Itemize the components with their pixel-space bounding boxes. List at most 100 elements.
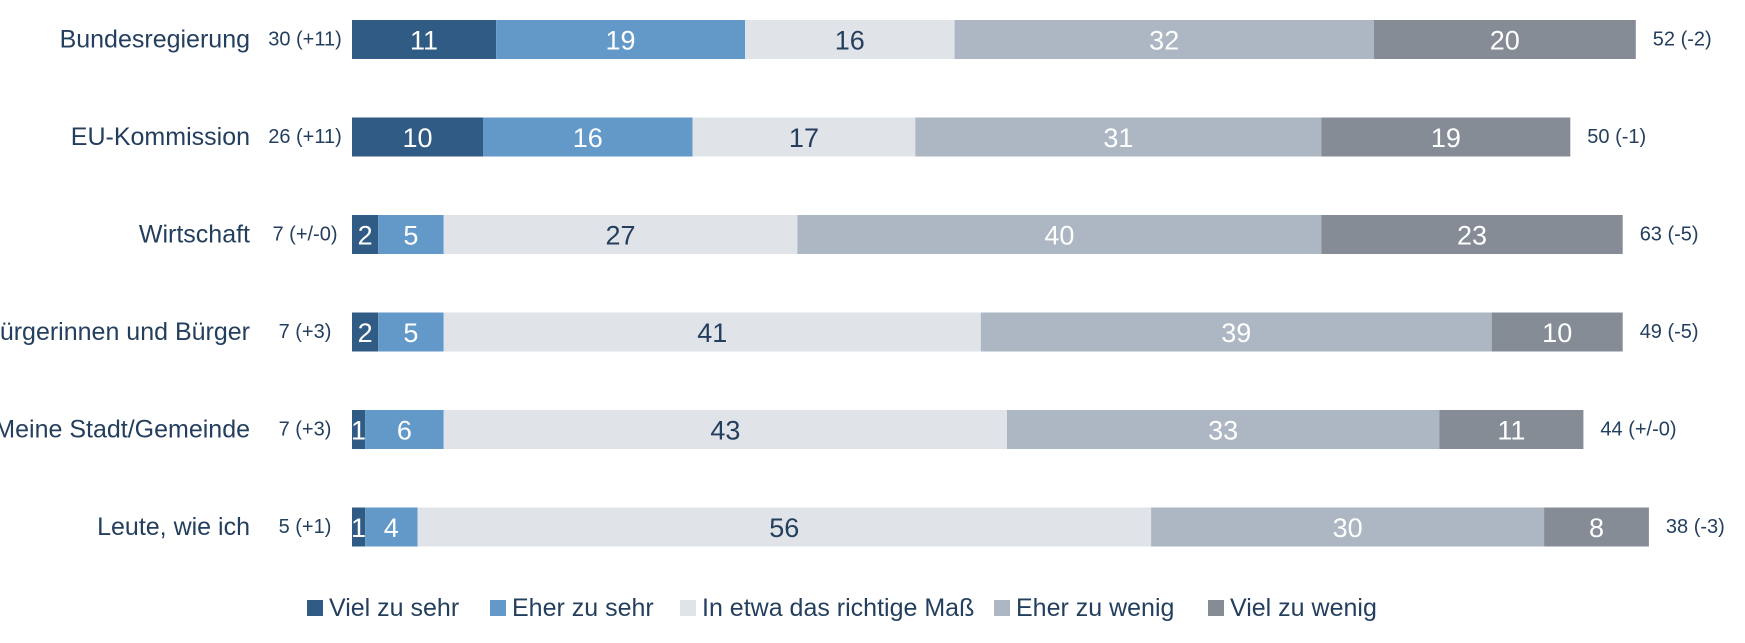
right-total-label: 49 (-5) [1640,321,1699,343]
category-label: Wirtschaft [139,221,250,249]
segment-value-label: 6 [397,416,412,446]
segment-value-label: 16 [835,26,865,56]
legend-swatch [307,600,323,616]
legend-label: Eher zu wenig [1016,594,1174,622]
bar-segment [1439,410,1584,449]
segment-value-label: 2 [358,221,373,251]
legend-swatch [680,600,696,616]
segment-value-label: 19 [1431,123,1461,153]
bar-row: EU-Kommission 26 (+11) 10 16 17 31 19 50 (-1) [71,117,1646,157]
segment-value-label: 2 [358,318,373,348]
bar-segment [443,312,981,352]
legend-item: Viel zu wenig [1208,594,1377,622]
bar-segment [352,215,379,254]
bar-segment [417,507,1152,547]
segment-value-label: 32 [1149,26,1179,56]
bar-segment [1544,507,1649,547]
legend-item: Eher zu sehr [490,594,654,622]
segment-value-label: 17 [789,123,819,153]
right-total-label: 44 (+/-0) [1600,419,1676,441]
segment-value-label: 5 [403,221,418,251]
segment-value-label: 23 [1457,221,1487,251]
segment-value-label: 27 [606,221,636,251]
segment-value-label: 8 [1589,513,1604,543]
segment-value-label: 11 [1497,416,1525,446]
left-total-label: 7 (+3) [279,321,332,343]
bar-segment [378,215,444,254]
right-total-label: 50 (-1) [1587,126,1646,148]
segment-value-label: 1 [351,513,366,543]
bar-segment [1321,215,1623,254]
segment-value-label: 31 [1103,123,1133,153]
bar-segment [352,117,483,157]
segment-value-label: 1 [351,416,366,446]
category-label: Meine Stadt/Gemeinde [0,416,250,444]
bar-row: Leute, wie ich 5 (+1) 1 4 56 30 8 38 (-3) [97,507,1725,547]
bar-segment [365,410,444,449]
bar-row: Bundesregierung 30 (+11) 11 19 16 32 20 52 (-2) [60,20,1712,59]
bar-segment [365,507,418,547]
segment-value-label: 16 [573,123,603,153]
left-total-label: 7 (+3) [279,419,332,441]
bar-row: Wirtschaft 7 (+/-0) 2 5 27 40 23 63 (-5) [139,215,1699,254]
segment-value-label: 41 [697,318,727,348]
legend-label: Viel zu wenig [1230,594,1377,622]
category-label: Bürgerinnen und Bürger [0,318,250,346]
right-total-label: 63 (-5) [1640,224,1699,246]
segment-value-label: 33 [1208,416,1238,446]
bar-segment [352,20,497,59]
chart-rows: Bundesregierung 30 (+11) 11 19 16 32 20 52 (-2)… [0,20,1725,547]
bar-segment [1321,117,1571,157]
bar-segment [980,312,1492,352]
legend-label: In etwa das richtige Maß [702,594,974,622]
bar-segment [496,20,745,59]
segment-value-label: 11 [410,26,438,56]
segment-value-label: 40 [1044,221,1074,251]
segment-value-label: 19 [606,26,636,56]
bar-segment [352,312,379,352]
bar-segment [692,117,916,157]
legend-item: Eher zu wenig [994,594,1174,622]
right-total-label: 38 (-3) [1666,516,1725,538]
bar-segment [745,20,955,59]
left-total-label: 30 (+11) [268,29,342,51]
bar-segment [352,507,366,547]
bar-segment [1491,312,1623,352]
legend-swatch [490,600,506,616]
legend-swatch [994,600,1010,616]
bar-segment [1007,410,1440,449]
bar-row: Meine Stadt/Gemeinde 7 (+3) 1 6 43 33 11 44 (+/… [0,410,1677,449]
segment-value-label: 39 [1221,318,1251,348]
category-label: Leute, wie ich [97,513,250,541]
left-total-label: 26 (+11) [268,126,342,148]
chart-legend: Viel zu sehr Eher zu sehr In etwa das rich… [307,594,1377,622]
legend-label: Eher zu sehr [512,594,654,622]
bar-segment [1373,20,1636,59]
bar-segment [915,117,1322,157]
segment-value-label: 56 [769,513,799,543]
segment-value-label: 20 [1490,26,1520,56]
segment-value-label: 10 [1542,318,1572,348]
category-label: EU-Kommission [71,123,250,151]
bar-segment [797,215,1322,254]
bar-segment [443,410,1007,449]
segment-value-label: 30 [1333,513,1363,543]
legend-swatch [1208,600,1224,616]
segment-value-label: 10 [402,123,432,153]
bar-row: Bürgerinnen und Bürger 7 (+3) 2 5 41 39 10 49 (… [0,312,1699,352]
bar-segment [443,215,798,254]
legend-item: In etwa das richtige Maß [680,594,974,622]
legend-item: Viel zu sehr [307,594,459,622]
category-label: Bundesregierung [60,26,250,54]
bar-segment [378,312,444,352]
bar-segment [1151,507,1545,547]
segment-value-label: 4 [384,513,399,543]
bar-segment [954,20,1374,59]
bar-segment [483,117,693,157]
segment-value-label: 43 [710,416,740,446]
legend-label: Viel zu sehr [329,594,459,622]
bar-segment [352,410,366,449]
left-total-label: 5 (+1) [279,516,332,538]
left-total-label: 7 (+/-0) [272,224,337,246]
